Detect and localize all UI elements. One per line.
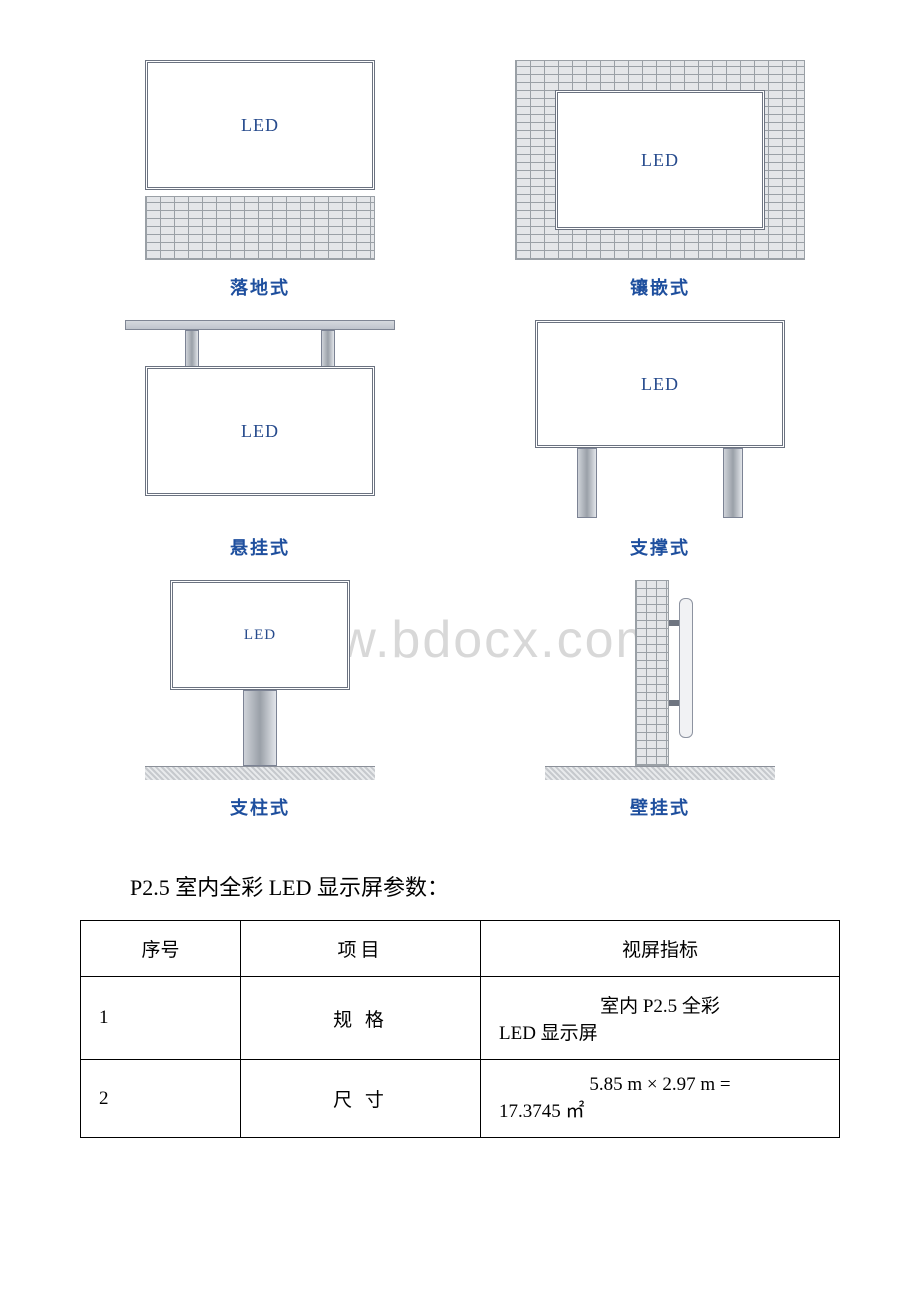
diagram-support: LED 支撑式 [480, 320, 840, 560]
diagram-caption: 支撑式 [630, 534, 690, 560]
diagram-pillar: LED 支柱式 [80, 580, 440, 820]
diagram-caption: 悬挂式 [230, 534, 290, 560]
cell-item: 规 格 [241, 977, 481, 1060]
section-title: P2.5 室内全彩 LED 显示屏参数： [130, 870, 840, 902]
table-row: 2 尺 寸 5.85 m × 2.97 m = 17.3745 ㎡ [81, 1060, 840, 1138]
led-label: LED [244, 627, 276, 644]
col-header-item: 项目 [241, 921, 481, 977]
diagram-grid: LED 落地式 LED 镶嵌式 [80, 60, 840, 820]
spec-table: 序号 项目 视屏指标 1 规 格 室内 P2.5 全彩 LED 显示屏 2 尺 … [80, 920, 840, 1138]
led-label: LED [641, 150, 679, 171]
table-row: 1 规 格 室内 P2.5 全彩 LED 显示屏 [81, 977, 840, 1060]
diagram-embed: LED 镶嵌式 [480, 60, 840, 300]
diagram-wall: 壁挂式 [480, 580, 840, 820]
diagram-caption: 落地式 [230, 274, 290, 300]
diagram-caption: 镶嵌式 [630, 274, 690, 300]
cell-val: 室内 P2.5 全彩 LED 显示屏 [481, 977, 840, 1060]
col-header-value: 视屏指标 [481, 921, 840, 977]
cell-val: 5.85 m × 2.97 m = 17.3745 ㎡ [481, 1060, 840, 1138]
led-label: LED [241, 115, 279, 136]
col-header-idx: 序号 [81, 921, 241, 977]
cell-idx: 2 [81, 1060, 241, 1138]
table-header-row: 序号 项目 视屏指标 [81, 921, 840, 977]
diagram-caption: 壁挂式 [630, 794, 690, 820]
cell-idx: 1 [81, 977, 241, 1060]
diagram-caption: 支柱式 [230, 794, 290, 820]
led-label: LED [641, 374, 679, 395]
led-label: LED [241, 421, 279, 442]
cell-item: 尺 寸 [241, 1060, 481, 1138]
diagram-hang: LED 悬挂式 [80, 320, 440, 560]
diagram-floor: LED 落地式 [80, 60, 440, 300]
